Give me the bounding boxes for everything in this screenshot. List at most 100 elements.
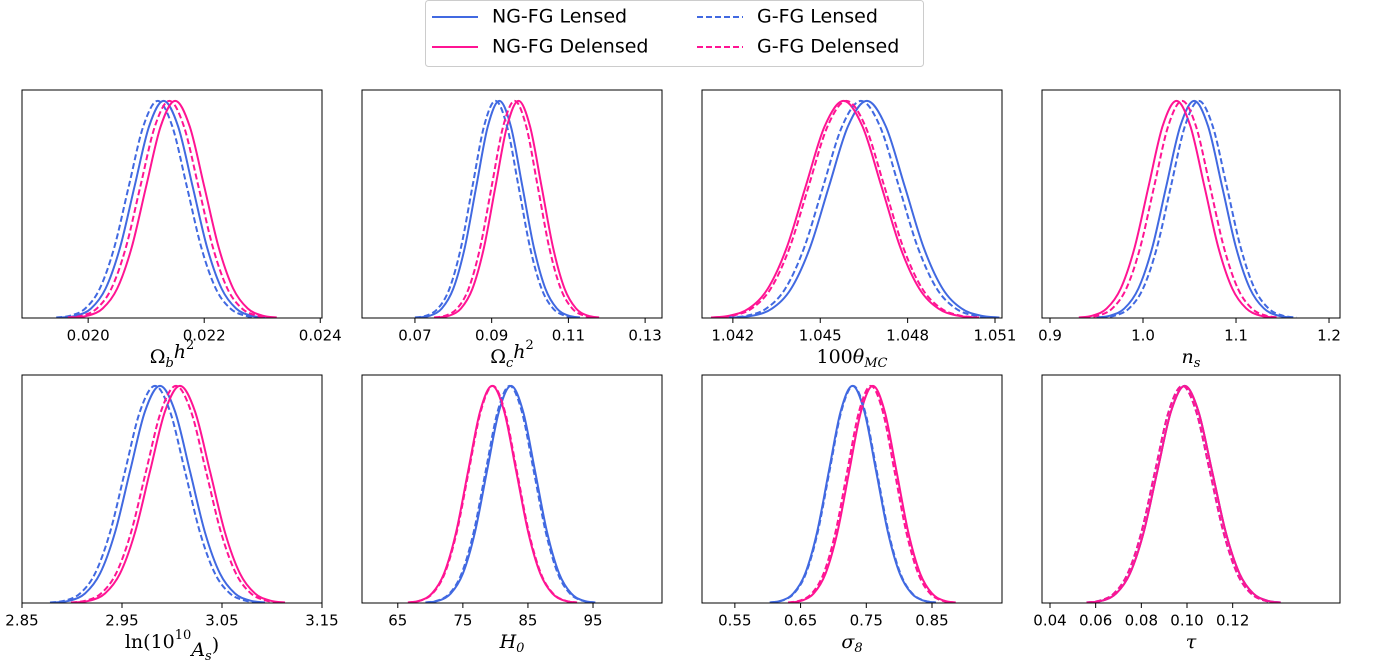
density-line	[1086, 384, 1279, 603]
x-tick-label: 2.95	[105, 612, 138, 630]
x-tick-label: 0.09	[475, 327, 508, 345]
x-tick-label: 0.08	[1125, 612, 1158, 630]
x-axis-label-part: 100	[817, 346, 853, 368]
x-axis-label-part: σ	[841, 631, 855, 653]
x-axis-label-part: 8	[854, 641, 862, 656]
axes-frame	[21, 374, 323, 604]
x-axis-label-part: s	[205, 649, 212, 660]
x-tick-label: 0.024	[299, 327, 342, 345]
density-line	[770, 384, 937, 603]
density-line	[407, 384, 577, 603]
x-axis-label-part: A	[189, 639, 205, 660]
density-line	[61, 99, 266, 318]
x-tick-label: 65	[388, 612, 407, 630]
x-tick-label: 0.020	[67, 327, 110, 345]
panel: 0.020 0.022 0.024 Ωbh2	[21, 89, 342, 371]
x-tick-label: 0.06	[1079, 612, 1112, 630]
axes-frame	[361, 374, 663, 604]
density-line	[414, 99, 577, 318]
density-line	[1101, 99, 1297, 318]
density-line	[1088, 384, 1281, 603]
density-line	[1084, 99, 1280, 318]
density-line	[49, 384, 261, 603]
x-axis-label-part: 2	[186, 338, 194, 353]
x-tick-label: 0.55	[718, 612, 751, 630]
x-tick-label: 0.04	[1033, 612, 1066, 630]
x-axis-label-part: τ	[1186, 631, 1197, 653]
panel: 2.85 2.95 3.05 3.15 ln(1010As)	[5, 374, 339, 660]
axes-frame	[701, 89, 1003, 319]
legend-label: G-FG Delensed	[757, 36, 899, 58]
x-tick-label: 0.75	[850, 612, 883, 630]
density-line	[710, 99, 977, 318]
x-tick-label: 1.0	[1131, 327, 1155, 345]
x-tick-label: 1.045	[799, 327, 842, 345]
density-line	[734, 99, 1000, 318]
density-line	[1096, 99, 1292, 318]
x-tick-label: 0.022	[183, 327, 226, 345]
density-line	[787, 384, 954, 603]
density-line	[789, 384, 956, 603]
x-axis-label-part: ln(10	[125, 631, 175, 653]
density-line	[1078, 99, 1275, 318]
x-tick-label: 0.65	[784, 612, 817, 630]
x-axis-label-part: n	[1182, 346, 1194, 368]
x-axis-label: H0	[499, 631, 525, 656]
x-tick-label: 0.13	[628, 327, 661, 345]
x-tick-label: 0.12	[1216, 612, 1249, 630]
x-axis-label: ln(1010As)	[125, 628, 219, 660]
x-tick-label: 75	[453, 612, 472, 630]
axes-frame	[1041, 374, 1341, 604]
legend-label: NG-FG Lensed	[492, 6, 627, 28]
x-axis-label-part: c	[506, 356, 514, 371]
panel: 0.04 0.06 0.08 0.10 0.12 τ	[1033, 374, 1341, 653]
x-axis-label-part: Ω	[490, 346, 506, 368]
panel: 65 75 85 95 H0	[361, 374, 663, 656]
density-line	[67, 99, 272, 318]
x-tick-label: 1.051	[974, 327, 1017, 345]
panel: 0.55 0.65 0.75 0.85 σ8	[701, 374, 1003, 656]
legend-label: G-FG Lensed	[757, 6, 878, 28]
x-axis-label: Ωch2	[490, 338, 534, 371]
density-line	[728, 99, 994, 318]
x-axis-label: τ	[1186, 631, 1197, 653]
density-line	[418, 99, 581, 318]
density-line	[1088, 384, 1281, 603]
panel: 0.07 0.09 0.11 0.13 Ωch2	[361, 89, 663, 371]
panel: 0.9 1.0 1.1 1.2 ns	[1038, 89, 1341, 371]
axes-frame	[701, 374, 1003, 604]
x-axis-label-part: 0	[516, 641, 524, 656]
x-axis-label-part: θ	[853, 346, 865, 368]
density-line	[70, 384, 282, 603]
density-line	[433, 99, 596, 318]
x-tick-label: 0.9	[1038, 327, 1062, 345]
density-line	[56, 99, 260, 318]
x-tick-label: 85	[518, 612, 537, 630]
axes-frame	[21, 89, 323, 319]
density-line	[74, 384, 286, 603]
x-axis-label-part: s	[1194, 356, 1201, 371]
x-tick-label: 0.11	[552, 327, 585, 345]
density-line	[1086, 384, 1279, 603]
x-tick-label: 0.07	[398, 327, 431, 345]
x-tick-label: 3.15	[305, 612, 338, 630]
x-tick-label: 1.1	[1224, 327, 1248, 345]
x-axis-label: ns	[1182, 346, 1201, 371]
x-tick-label: 3.05	[205, 612, 238, 630]
x-tick-label: 1.048	[886, 327, 929, 345]
density-line	[437, 99, 600, 318]
axes-frame	[1041, 89, 1341, 319]
density-line	[769, 384, 936, 603]
density-line	[54, 384, 266, 603]
x-axis-label-part: h	[513, 341, 525, 363]
x-axis-label-part: h	[174, 341, 186, 363]
density-line	[426, 384, 596, 603]
x-axis-label: σ8	[841, 631, 862, 656]
x-axis-label-part: 2	[526, 338, 534, 353]
x-tick-label: 0.10	[1170, 612, 1203, 630]
x-axis-label-part: Ω	[150, 346, 166, 368]
panel: 1.042 1.045 1.048 1.051 100θMC	[701, 89, 1017, 371]
x-tick-label: 1.2	[1317, 327, 1341, 345]
x-axis-label-part: )	[212, 634, 219, 656]
density-line	[408, 384, 578, 603]
